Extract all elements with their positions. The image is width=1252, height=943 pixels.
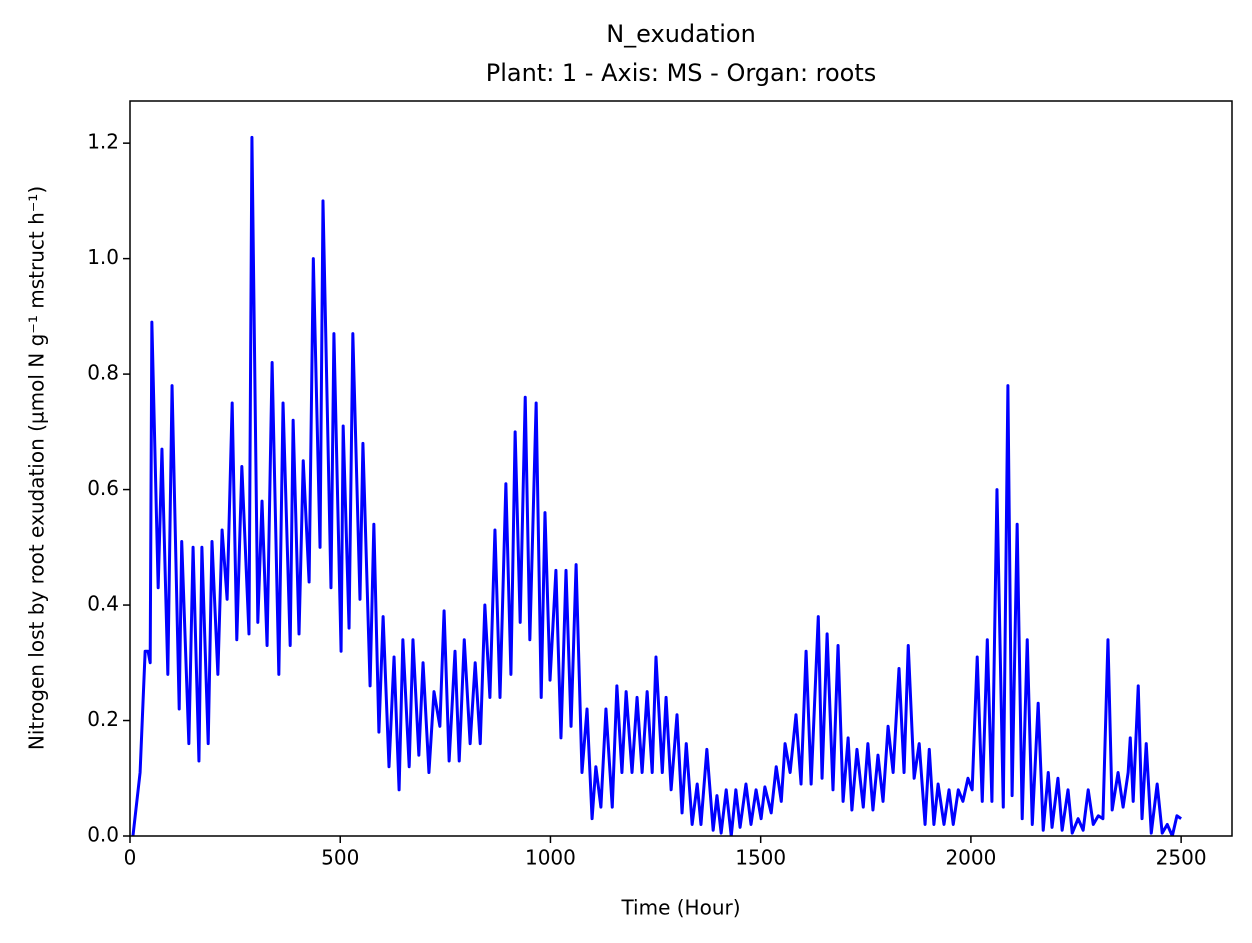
y-tick-label: 0.0 [87, 823, 119, 847]
y-tick-label: 0.6 [87, 476, 119, 500]
y-tick-label: 0.2 [87, 707, 119, 731]
y-tick-label: 1.0 [87, 245, 119, 269]
chart-title: N_exudation [606, 20, 756, 48]
x-tick-label: 2500 [1156, 846, 1207, 870]
y-tick-label: 0.4 [87, 592, 119, 616]
chart-subtitle: Plant: 1 - Axis: MS - Organ: roots [486, 59, 877, 87]
x-tick-label: 0 [124, 846, 137, 870]
data-line [131, 135, 1182, 836]
x-tick-label: 1500 [735, 846, 786, 870]
y-axis-label: Nitrogen lost by root exudation (µmol N … [25, 186, 49, 750]
y-tick-label: 1.2 [87, 130, 119, 154]
x-axis-label: Time (Hour) [620, 896, 740, 920]
x-tick-label: 1000 [525, 846, 576, 870]
x-tick-label: 2000 [945, 846, 996, 870]
x-tick-label: 500 [321, 846, 359, 870]
y-tick-label: 0.8 [87, 361, 119, 385]
plot-frame [129, 100, 1233, 837]
